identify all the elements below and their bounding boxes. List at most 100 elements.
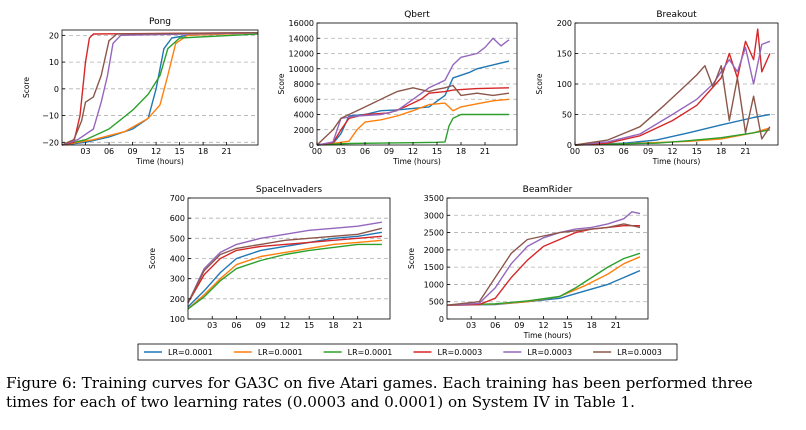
x-tick-label: 21 — [353, 321, 363, 330]
x-tick-label: 15 — [175, 147, 185, 156]
x-tick-label: 06 — [619, 147, 629, 156]
x-tick-label: 12 — [280, 321, 290, 330]
y-tick-label: 0 — [309, 141, 314, 150]
y-tick-label: 0 — [54, 85, 59, 94]
y-tick-label: 3000 — [424, 211, 444, 220]
x-tick-label: 03 — [80, 147, 90, 156]
y-tick-label: 500 — [429, 298, 444, 307]
x-tick-label: 12 — [408, 147, 418, 156]
x-tick-label: 18 — [198, 147, 208, 156]
legend-box — [137, 343, 678, 361]
x-tick-label: 18 — [328, 321, 338, 330]
y-tick-label: 2000 — [294, 126, 314, 135]
y-tick-label: 700 — [170, 194, 185, 203]
legend-entry: LR=0.0001 — [144, 348, 213, 357]
y-tick-label: 50 — [562, 111, 572, 120]
y-axis-label: Score — [535, 73, 544, 94]
y-tick-label: 2000 — [424, 246, 444, 255]
legend-entry: LR=0.0001 — [233, 348, 303, 357]
series-line-6 — [61, 32, 259, 146]
y-tick-label: 6000 — [294, 95, 314, 104]
x-tick-label: 03 — [466, 321, 476, 330]
y-tick-label: 1000 — [424, 280, 444, 289]
figure-caption: Figure 6: Training curves for GA3C on fi… — [6, 374, 802, 412]
series-line-4 — [187, 235, 382, 304]
x-tick-label: 18 — [456, 147, 466, 156]
y-tick-label: 100 — [557, 80, 572, 89]
y-tick-label: 4000 — [294, 111, 314, 120]
y-tick-label: 0 — [567, 141, 572, 150]
y-tick-label: 14000 — [289, 34, 314, 43]
series-line-6 — [446, 223, 641, 306]
x-tick-label: 09 — [256, 321, 266, 330]
x-tick-label: 06 — [360, 147, 370, 156]
x-tick-label: 09 — [643, 147, 653, 156]
legend-label: LR=0.0001 — [258, 348, 303, 357]
y-tick-label: 150 — [557, 50, 572, 59]
y-tick-label: 0 — [439, 315, 444, 324]
series-line-4 — [316, 87, 510, 146]
chart-qbert: 0 2000 4000 6000 8000 10000 12000 14000 16000 00 0… — [277, 10, 518, 166]
y-tick-label: 3500 — [424, 194, 444, 203]
y-tick-label: 100 — [170, 315, 185, 324]
series-line-5 — [61, 32, 259, 146]
x-tick-label: 00 — [570, 147, 580, 156]
series-line-5 — [446, 211, 641, 306]
x-tick-label: 03 — [207, 321, 217, 330]
x-axis-label: Time (hours) — [135, 157, 184, 166]
y-tick-label: 10 — [49, 58, 59, 67]
y-axis-label: Score — [277, 73, 286, 94]
series-line-3 — [187, 243, 382, 310]
x-axis-label: Time (hours) — [523, 331, 572, 340]
x-axis-label: Time (hours) — [652, 157, 701, 166]
legend-label: LR=0.0003 — [527, 348, 572, 357]
series-line-5 — [187, 221, 383, 304]
x-tick-label: 06 — [490, 321, 500, 330]
x-axis-label: Time (hours) — [392, 157, 441, 166]
series-line-3 — [446, 252, 641, 306]
x-tick-label: 06 — [104, 147, 114, 156]
x-tick-label: 21 — [480, 147, 490, 156]
x-tick-label: 12 — [667, 147, 677, 156]
x-tick-label: 09 — [384, 147, 394, 156]
chart-breakout: 0 50 100 150 200 00 03 06 09 12 15 18 21 Breakout Time… — [535, 10, 779, 166]
chart-title: SpaceInvaders — [256, 185, 323, 195]
y-tick-label: 600 — [170, 214, 185, 223]
legend-entry: LR=0.0003 — [413, 348, 482, 357]
x-tick-label: 15 — [563, 321, 573, 330]
legend-entry: LR=0.0003 — [593, 348, 662, 357]
chart-spaceinvaders: 100 200 300 400 500 600 700 03 06 09 12 15 18 21 Space… — [148, 185, 391, 330]
series-line-6 — [316, 84, 510, 146]
y-axis-label: Score — [22, 77, 31, 98]
x-tick-label: 18 — [716, 147, 726, 156]
chart-title: Breakout — [656, 10, 697, 20]
y-tick-label: 12000 — [289, 50, 314, 59]
series-line-6 — [574, 65, 771, 146]
x-tick-label: 15 — [692, 147, 702, 156]
x-tick-label: 12 — [538, 321, 548, 330]
figure-panels: −20 −10 0 10 20 03 06 09 12 15 18 21 Pong Time (hours… — [22, 10, 779, 361]
y-tick-label: 200 — [557, 19, 572, 28]
series-line-5 — [574, 40, 771, 146]
x-tick-label: 03 — [594, 147, 604, 156]
series-line-1 — [446, 269, 641, 306]
chart-title: Qbert — [404, 10, 430, 20]
series-line-1 — [187, 231, 383, 308]
series-line-4 — [574, 28, 771, 146]
charts: −20 −10 0 10 20 03 06 09 12 15 18 21 Pong Time (hours… — [22, 10, 779, 340]
x-tick-label: 03 — [336, 147, 346, 156]
x-tick-label: 21 — [222, 147, 232, 156]
y-tick-label: 2500 — [424, 229, 444, 238]
x-tick-label: 15 — [432, 147, 442, 156]
y-tick-label: 8000 — [294, 80, 314, 89]
series-line-3 — [61, 33, 259, 146]
legend-entry: LR=0.0001 — [323, 348, 392, 357]
series-line-5 — [316, 37, 510, 146]
y-tick-label: 200 — [170, 295, 185, 304]
x-tick-label: 06 — [231, 321, 241, 330]
chart-title: BeamRider — [523, 185, 573, 195]
series-line-4 — [61, 32, 259, 146]
y-tick-label: 16000 — [289, 19, 314, 28]
y-tick-label: 10000 — [289, 65, 314, 74]
series-line-2 — [316, 98, 510, 146]
